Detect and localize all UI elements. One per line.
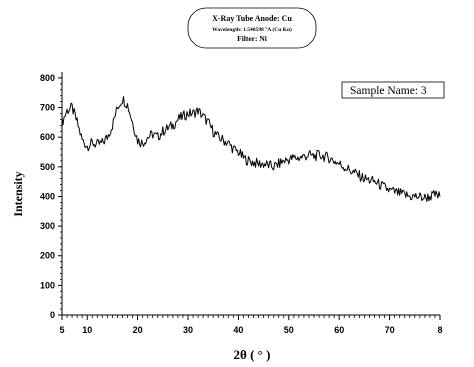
x-tick-label-70: 70: [385, 325, 395, 335]
x-tick-label-50: 50: [284, 325, 294, 335]
y-tick-label-400: 400: [40, 191, 55, 201]
x-axis-tick-labels: 5 10 20 30 40 50 60 70 8: [59, 325, 442, 335]
info-line-filter: Filter: Ni: [237, 34, 267, 43]
series-layer: [61, 96, 441, 203]
x-axis-ticks: [61, 315, 441, 320]
y-tick-label-300: 300: [40, 221, 55, 231]
x-tick-label-20: 20: [133, 325, 143, 335]
x-tick-label-40: 40: [233, 325, 243, 335]
series-line-0: [61, 96, 441, 203]
x-tick-label-10: 10: [82, 325, 92, 335]
x-tick-label-60: 60: [334, 325, 344, 335]
sample-name-box: Sample Name: 3: [341, 81, 445, 99]
y-tick-label-700: 700: [40, 103, 55, 113]
y-tick-label-100: 100: [40, 280, 55, 290]
y-tick-label-500: 500: [40, 162, 55, 172]
info-line-anode: X-Ray Tube Anode: Cu: [212, 14, 292, 23]
instrument-info-frame: [187, 7, 317, 49]
y-axis-tick-labels: 0 100 200 300 400 500 600 700 800: [40, 73, 55, 320]
x-axis-title: 2θ ( ° ): [234, 347, 271, 362]
sample-name-label: Sample Name: 3: [350, 85, 427, 97]
y-axis-title: Intensity: [11, 171, 25, 216]
info-line-wavelength: Wavelength: 1.540598 °A (Cu Kα): [212, 26, 292, 33]
plot-axes: [61, 72, 440, 316]
sample-name-frame: [341, 81, 445, 99]
y-tick-label-200: 200: [40, 251, 55, 261]
instrument-info-box: X-Ray Tube Anode: Cu Wavelength: 1.54059…: [187, 7, 317, 49]
y-axis-ticks: [58, 77, 62, 316]
y-tick-label-600: 600: [40, 132, 55, 142]
x-tick-label-80: 8: [437, 325, 442, 335]
y-tick-label-0: 0: [50, 310, 55, 320]
y-tick-label-800: 800: [40, 73, 55, 83]
x-tick-label-30: 30: [183, 325, 193, 335]
x-tick-label-5: 5: [59, 325, 64, 335]
